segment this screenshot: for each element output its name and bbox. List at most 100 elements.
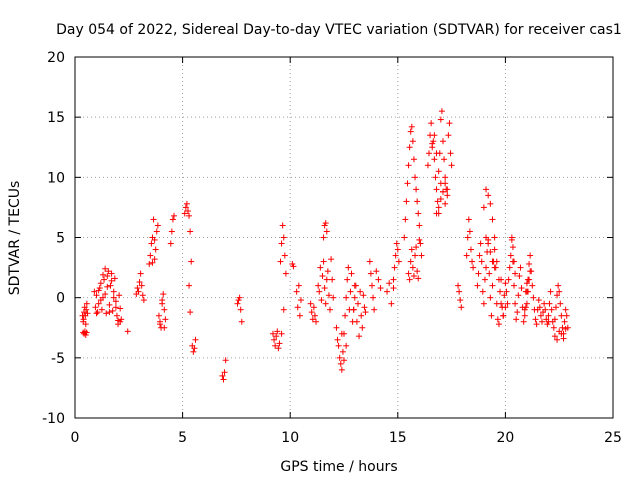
data-point [161,324,168,331]
data-point [150,216,157,223]
data-point [272,342,279,349]
data-point [562,325,569,332]
data-point [93,292,100,299]
data-point [483,186,490,193]
data-point [160,291,167,298]
data-point [402,216,409,223]
data-point [405,270,412,277]
data-point [522,304,529,311]
data-point [350,306,357,313]
data-point [112,304,119,311]
data-point [478,258,485,265]
data-point [101,276,108,283]
data-point [414,198,421,205]
data-point [416,222,423,229]
data-point [83,329,90,336]
data-point [367,270,374,277]
data-point [168,228,175,235]
data-point [491,234,498,241]
x-tick-label: 0 [71,430,80,446]
data-point [280,234,287,241]
data-point [541,300,548,307]
data-point [434,198,441,205]
data-point [556,288,563,295]
data-point [102,265,109,272]
data-point [162,316,169,323]
data-point [348,270,355,277]
data-point [353,318,360,325]
data-point [530,294,537,301]
y-tick-label: -5 [51,351,65,367]
data-point [538,318,545,325]
data-point [518,285,525,292]
x-tick-label: 20 [496,430,514,446]
data-point [413,186,420,193]
data-point [107,282,114,289]
data-point [297,297,304,304]
data-point [375,276,382,283]
data-point [536,304,543,311]
data-point [521,312,528,319]
data-point [489,258,496,265]
plot-frame [74,56,614,419]
data-point [413,244,420,251]
data-point [183,200,190,207]
data-point [338,330,345,337]
data-point [512,300,519,307]
data-point [542,306,549,313]
data-point [307,300,314,307]
data-point [113,312,120,319]
data-point [410,156,417,163]
data-point [506,264,513,271]
data-point [347,288,354,295]
data-point [110,294,117,301]
data-point [487,200,494,207]
data-point [386,280,393,287]
data-point [318,297,325,304]
data-point [136,279,143,286]
data-point [491,246,498,253]
data-point [97,297,104,304]
data-point [448,162,455,169]
x-tick-label: 25 [604,430,622,446]
data-point [234,300,241,307]
data-point [390,276,397,283]
data-point [474,282,481,289]
data-point [444,186,451,193]
data-point [373,268,380,275]
data-point [105,268,112,275]
data-point [358,312,365,319]
data-point [282,270,289,277]
data-point [524,288,531,295]
data-point [463,252,470,259]
data-point [191,345,198,352]
data-point [415,210,422,217]
data-point [135,288,142,295]
data-point [485,240,492,247]
data-point [446,120,453,127]
data-point [441,156,448,163]
data-point [323,228,330,235]
chart-title: Day 054 of 2022, Sidereal Day-to-day VTE… [56,22,622,38]
data-point [439,188,446,195]
data-point [388,300,395,307]
data-point [479,288,486,295]
data-point [447,150,454,157]
data-point [555,282,562,289]
data-point [337,360,344,367]
data-point [409,138,416,145]
data-point [466,228,473,235]
data-point [278,240,285,247]
data-point [547,288,554,295]
data-point [483,234,490,241]
data-point [371,306,378,313]
data-point [562,306,569,313]
data-point [316,288,323,295]
data-point [182,204,189,211]
y-axis-label: SDTVAR / TECUs [7,181,23,296]
data-point [309,316,316,323]
data-point [500,312,507,319]
y-tick-label: 10 [47,170,65,186]
data-point [219,372,226,379]
data-point [149,259,156,266]
